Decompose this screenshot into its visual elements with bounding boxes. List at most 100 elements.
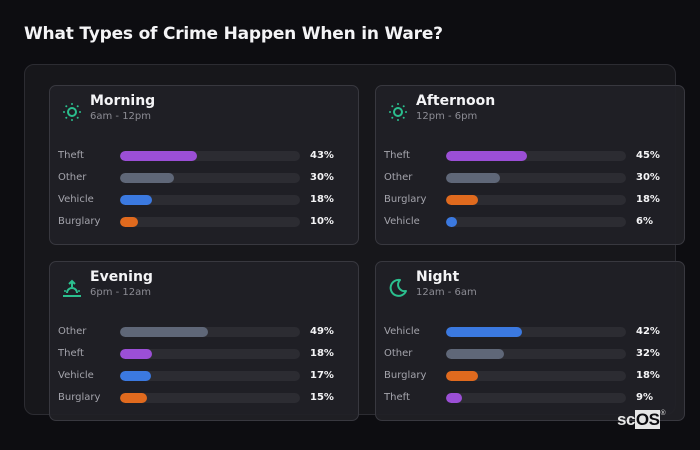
- bar-track: [446, 371, 626, 381]
- bar-label: Burglary: [384, 194, 427, 205]
- bar-value: 9%: [636, 392, 653, 403]
- bar-value: 18%: [310, 348, 334, 359]
- bar-row: Vehicle 18%: [58, 191, 358, 213]
- card-title: Evening: [90, 269, 153, 285]
- bar-list: Theft 45% Other 30% Burglary 18% Vehicle 6%: [384, 147, 684, 235]
- bar-list: Vehicle 42% Other 32% Burglary 18% Theft 9%: [384, 323, 684, 411]
- card-time-range: 6am - 12pm: [90, 111, 152, 122]
- bar-row: Burglary 15%: [58, 389, 358, 411]
- bar-track: [446, 349, 626, 359]
- bar-label: Theft: [58, 348, 84, 359]
- bar-row: Theft 9%: [384, 389, 684, 411]
- bar-track: [120, 349, 300, 359]
- bar-value: 49%: [310, 326, 334, 337]
- bar-value: 15%: [310, 392, 334, 403]
- bar-fill: [120, 327, 209, 337]
- bar-fill: [120, 173, 174, 183]
- bar-value: 6%: [636, 216, 653, 227]
- bar-track: [120, 371, 300, 381]
- card-time-range: 6pm - 12am: [90, 287, 152, 298]
- bar-fill: [120, 349, 153, 359]
- bar-fill: [446, 195, 479, 205]
- card-time-range: 12am - 6am: [416, 287, 477, 298]
- card-time-range: 12pm - 6pm: [416, 111, 478, 122]
- card-title: Morning: [90, 93, 156, 109]
- bar-fill: [446, 217, 457, 227]
- bar-row: Theft 18%: [58, 345, 358, 367]
- bar-label: Theft: [384, 150, 410, 161]
- bar-row: Vehicle 42%: [384, 323, 684, 345]
- sun-icon: [63, 103, 81, 121]
- bar-label: Vehicle: [58, 370, 94, 381]
- bar-track: [120, 195, 300, 205]
- bar-row: Vehicle 6%: [384, 213, 684, 235]
- bar-value: 43%: [310, 150, 334, 161]
- card-morning: Morning 6am - 12pm Theft 43% Other 30% Vehic…: [49, 85, 359, 245]
- bar-label: Theft: [58, 150, 84, 161]
- bar-label: Vehicle: [384, 216, 420, 227]
- bar-track: [446, 393, 626, 403]
- bar-row: Other 30%: [58, 169, 358, 191]
- bar-row: Burglary 10%: [58, 213, 358, 235]
- scos-logo: scOS®: [617, 410, 666, 429]
- bar-value: 10%: [310, 216, 334, 227]
- bar-fill: [446, 393, 463, 403]
- card-title: Night: [416, 269, 460, 285]
- bar-value: 18%: [636, 370, 660, 381]
- card-title: Afternoon: [416, 93, 496, 109]
- bar-label: Other: [384, 348, 413, 359]
- bar-value: 18%: [636, 194, 660, 205]
- bar-track: [120, 151, 300, 161]
- bar-track: [446, 173, 626, 183]
- bar-row: Other 30%: [384, 169, 684, 191]
- bar-row: Theft 45%: [384, 147, 684, 169]
- sun-icon: [389, 103, 407, 121]
- bar-label: Vehicle: [384, 326, 420, 337]
- bar-track: [120, 217, 300, 227]
- bar-fill: [446, 371, 479, 381]
- bar-label: Burglary: [384, 370, 427, 381]
- bar-track: [446, 151, 626, 161]
- bar-row: Theft 43%: [58, 147, 358, 169]
- moon-icon: [389, 278, 407, 297]
- bar-label: Other: [58, 326, 87, 337]
- bar-list: Theft 43% Other 30% Vehicle 18% Burglary 10%: [58, 147, 358, 235]
- bar-label: Other: [58, 172, 87, 183]
- card-evening: Evening 6pm - 12am Other 49% Theft 18% Vehic…: [49, 261, 359, 421]
- bar-label: Theft: [384, 392, 410, 403]
- bar-row: Other 49%: [58, 323, 358, 345]
- bar-track: [446, 195, 626, 205]
- bar-label: Burglary: [58, 216, 101, 227]
- bar-label: Other: [384, 172, 413, 183]
- bar-value: 45%: [636, 150, 660, 161]
- page-title: What Types of Crime Happen When in Ware?: [24, 24, 443, 44]
- bar-row: Burglary 18%: [384, 367, 684, 389]
- bar-value: 17%: [310, 370, 334, 381]
- bar-label: Vehicle: [58, 194, 94, 205]
- bar-row: Burglary 18%: [384, 191, 684, 213]
- bar-value: 18%: [310, 194, 334, 205]
- bar-row: Vehicle 17%: [58, 367, 358, 389]
- bar-label: Burglary: [58, 392, 101, 403]
- bar-fill: [446, 349, 504, 359]
- bar-value: 32%: [636, 348, 660, 359]
- bar-value: 30%: [310, 172, 334, 183]
- sunset-icon: [63, 279, 81, 297]
- bar-value: 42%: [636, 326, 660, 337]
- bar-fill: [446, 151, 527, 161]
- card-afternoon: Afternoon 12pm - 6pm Theft 45% Other 30% Bur…: [375, 85, 685, 245]
- bar-row: Other 32%: [384, 345, 684, 367]
- bar-fill: [120, 151, 198, 161]
- bar-fill: [120, 393, 147, 403]
- bar-list: Other 49% Theft 18% Vehicle 17% Burglary 15%: [58, 323, 358, 411]
- bar-value: 30%: [636, 172, 660, 183]
- bar-track: [446, 217, 626, 227]
- card-night: Night 12am - 6am Vehicle 42% Other 32% Burgl…: [375, 261, 685, 421]
- bar-track: [120, 327, 300, 337]
- bar-fill: [446, 327, 522, 337]
- bar-fill: [120, 371, 151, 381]
- bar-track: [120, 393, 300, 403]
- bar-fill: [120, 195, 153, 205]
- bar-track: [120, 173, 300, 183]
- bar-fill: [446, 173, 500, 183]
